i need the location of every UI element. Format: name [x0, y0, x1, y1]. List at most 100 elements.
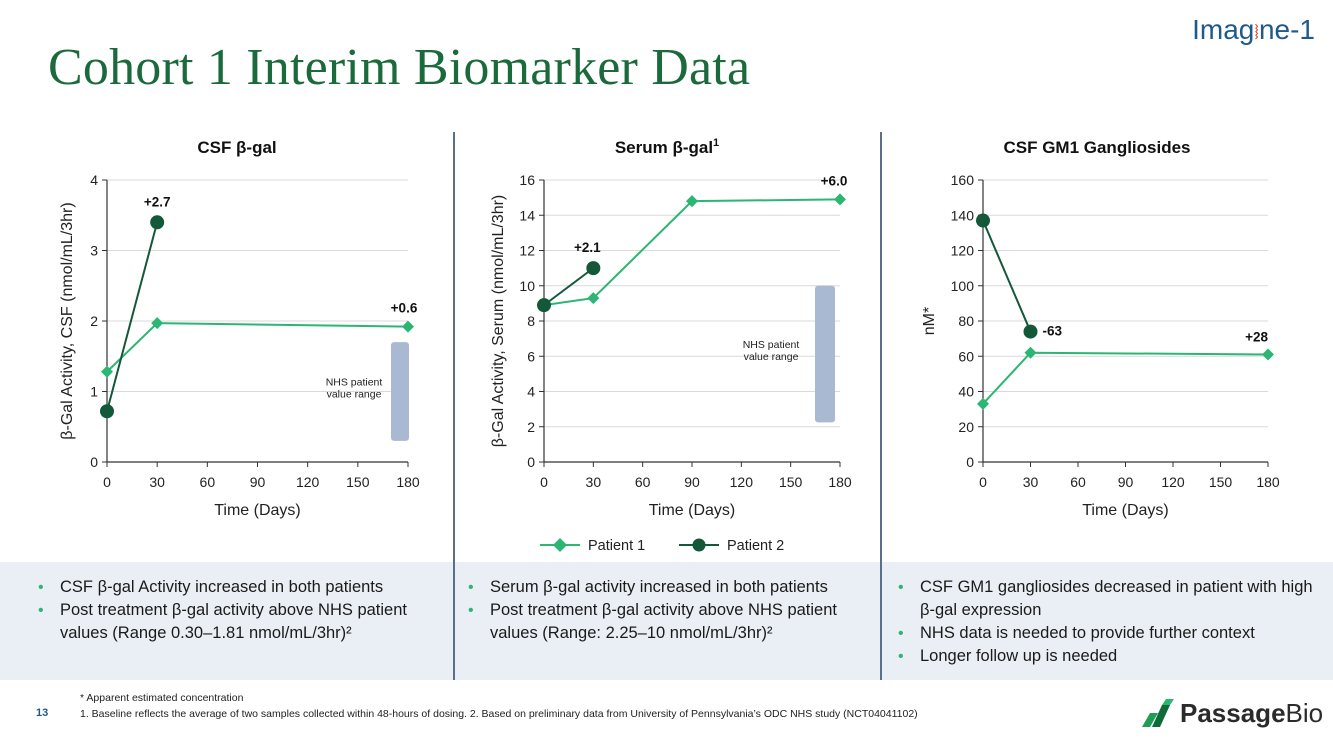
- legend-marker-patient-2: [692, 538, 706, 552]
- column-divider: [880, 132, 882, 680]
- x-axis-label: Time (Days): [214, 502, 301, 519]
- y-tick-label: 8: [527, 313, 535, 329]
- page-number: 13: [36, 707, 49, 719]
- series-line-patient-2: [543, 267, 594, 306]
- y-tick-label: 4: [90, 172, 98, 188]
- data-point-diamond: [686, 195, 698, 208]
- y-tick-label: 40: [958, 384, 974, 400]
- y-tick-label: 0: [966, 454, 974, 470]
- imagine-1-logo: Imag⧘ne-1: [1192, 14, 1315, 46]
- x-tick-label: 150: [1209, 474, 1233, 490]
- bullet-item: • CSF GM1 gangliosides decreased in patie…: [898, 578, 1313, 619]
- y-tick-label: 4: [527, 384, 535, 400]
- x-tick-label: 60: [200, 474, 216, 490]
- bullet-item: • Serum β-gal activity increased in both …: [466, 576, 876, 599]
- bullet-dot-icon: •: [898, 625, 904, 642]
- y-tick-label: 140: [951, 207, 975, 223]
- y-axis-label: β-Gal Activity, Serum (nmol/mL/3hr): [490, 195, 507, 448]
- bullet-dot-icon: •: [898, 648, 904, 665]
- y-tick-label: 16: [519, 172, 535, 188]
- x-tick-label: 60: [635, 474, 651, 490]
- y-axis-label: nM*: [921, 307, 938, 335]
- x-tick-label: 180: [828, 474, 852, 490]
- bullets-csf-bgal: • CSF β-gal Activity increased in both pa…: [36, 576, 446, 645]
- y-axis-label: β-Gal Activity, CSF (nmol/mL/3hr): [59, 202, 76, 439]
- series-line-patient-1: [543, 198, 841, 307]
- chart-title: CSF β-gal: [197, 138, 276, 157]
- data-point-circle: [1023, 324, 1038, 339]
- legend-marker-patient-1: [553, 538, 567, 552]
- x-tick-label: 0: [103, 474, 111, 490]
- data-point-circle: [976, 213, 990, 228]
- passage-bio-logo: PassageBio: [1140, 698, 1323, 729]
- chart-title: CSF GM1 Gangliosides: [1003, 138, 1190, 157]
- dna-icon: ⧘: [1254, 19, 1259, 44]
- y-tick-label: 10: [519, 278, 535, 294]
- x-tick-label: 120: [1161, 474, 1185, 490]
- chart-2: Serum β-gal1 0 2 4 6 8 10 12 14 16 0 30 60 90 120 150 18…: [490, 137, 852, 519]
- nhs-range-label: NHS patient: [326, 377, 383, 389]
- x-tick-label: 0: [540, 474, 548, 490]
- series-line-patient-1: [106, 322, 409, 373]
- bullet-item: • Post treatment β-gal activity above NHS…: [468, 601, 837, 642]
- logo-text-part2: ne-1: [1258, 14, 1315, 45]
- legend: Patient 1 Patient 2: [540, 538, 784, 554]
- y-tick-label: 80: [958, 313, 974, 329]
- series-line-patient-2: [106, 222, 159, 412]
- x-tick-label: 120: [730, 474, 754, 490]
- logo-text-part1: Imag: [1192, 14, 1255, 45]
- data-label: +28: [1245, 329, 1268, 344]
- data-point-circle: [537, 298, 551, 313]
- x-axis-label: Time (Days): [649, 502, 736, 519]
- data-point-circle: [100, 404, 114, 419]
- footnote-asterisk: * Apparent estimated concentration: [80, 692, 244, 704]
- data-point-diamond: [402, 320, 414, 333]
- page-title: Cohort 1 Interim Biomarker Data: [48, 39, 751, 96]
- x-tick-label: 150: [779, 474, 803, 490]
- data-point-circle: [586, 261, 601, 276]
- passage-bio-mark-icon: [1142, 698, 1174, 727]
- bullet-dot-icon: •: [898, 579, 904, 596]
- x-tick-label: 60: [1070, 474, 1086, 490]
- data-label: +6.0: [821, 173, 848, 188]
- legend-label-patient-1: Patient 1: [588, 538, 645, 554]
- x-tick-label: 90: [1118, 474, 1134, 490]
- y-tick-label: 20: [958, 419, 974, 435]
- company-name: PassageBio: [1180, 698, 1324, 728]
- x-tick-label: 180: [396, 474, 420, 490]
- data-point-circle: [150, 215, 165, 230]
- data-point-diamond: [1024, 346, 1037, 359]
- data-label: -63: [1043, 324, 1063, 339]
- bullet-item: • Longer follow up is needed: [896, 645, 1321, 668]
- data-point-diamond: [151, 317, 164, 330]
- y-tick-label: 160: [951, 172, 975, 188]
- y-tick-label: 6: [527, 348, 535, 364]
- y-tick-label: 120: [951, 243, 975, 259]
- data-point-diamond: [977, 397, 989, 410]
- series-line-patient-1: [982, 351, 1269, 405]
- x-tick-label: 30: [586, 474, 602, 490]
- x-tick-label: 30: [1023, 474, 1039, 490]
- y-tick-label: 2: [527, 419, 535, 435]
- y-tick-label: 14: [519, 207, 535, 223]
- data-point-diamond: [101, 365, 113, 378]
- y-tick-label: 2: [90, 313, 98, 329]
- y-tick-label: 100: [951, 278, 975, 294]
- x-tick-label: 120: [296, 474, 320, 490]
- y-tick-label: 0: [90, 454, 98, 470]
- nhs-range-bar: [391, 342, 409, 441]
- bullet-item: • CSF β-gal Activity increased in both pa…: [36, 576, 446, 599]
- bullets-gm1: • CSF GM1 gangliosides decreased in patie…: [896, 576, 1321, 668]
- bullet-dot-icon: •: [468, 579, 474, 596]
- footnote-numbered: 1. Baseline reflects the average of two …: [80, 708, 918, 720]
- chart-title: Serum β-gal1: [615, 137, 719, 157]
- bullet-dot-icon: •: [468, 602, 474, 619]
- series-line-patient-2: [982, 220, 1032, 332]
- summary-band: [0, 562, 1333, 680]
- bullet-item: • NHS data is needed to provide further c…: [896, 622, 1321, 645]
- y-tick-label: 1: [90, 384, 98, 400]
- bullets-serum-bgal: • Serum β-gal activity increased in both …: [466, 576, 876, 645]
- nhs-range-label: NHS patient: [743, 339, 800, 351]
- data-point-diamond: [1262, 348, 1274, 361]
